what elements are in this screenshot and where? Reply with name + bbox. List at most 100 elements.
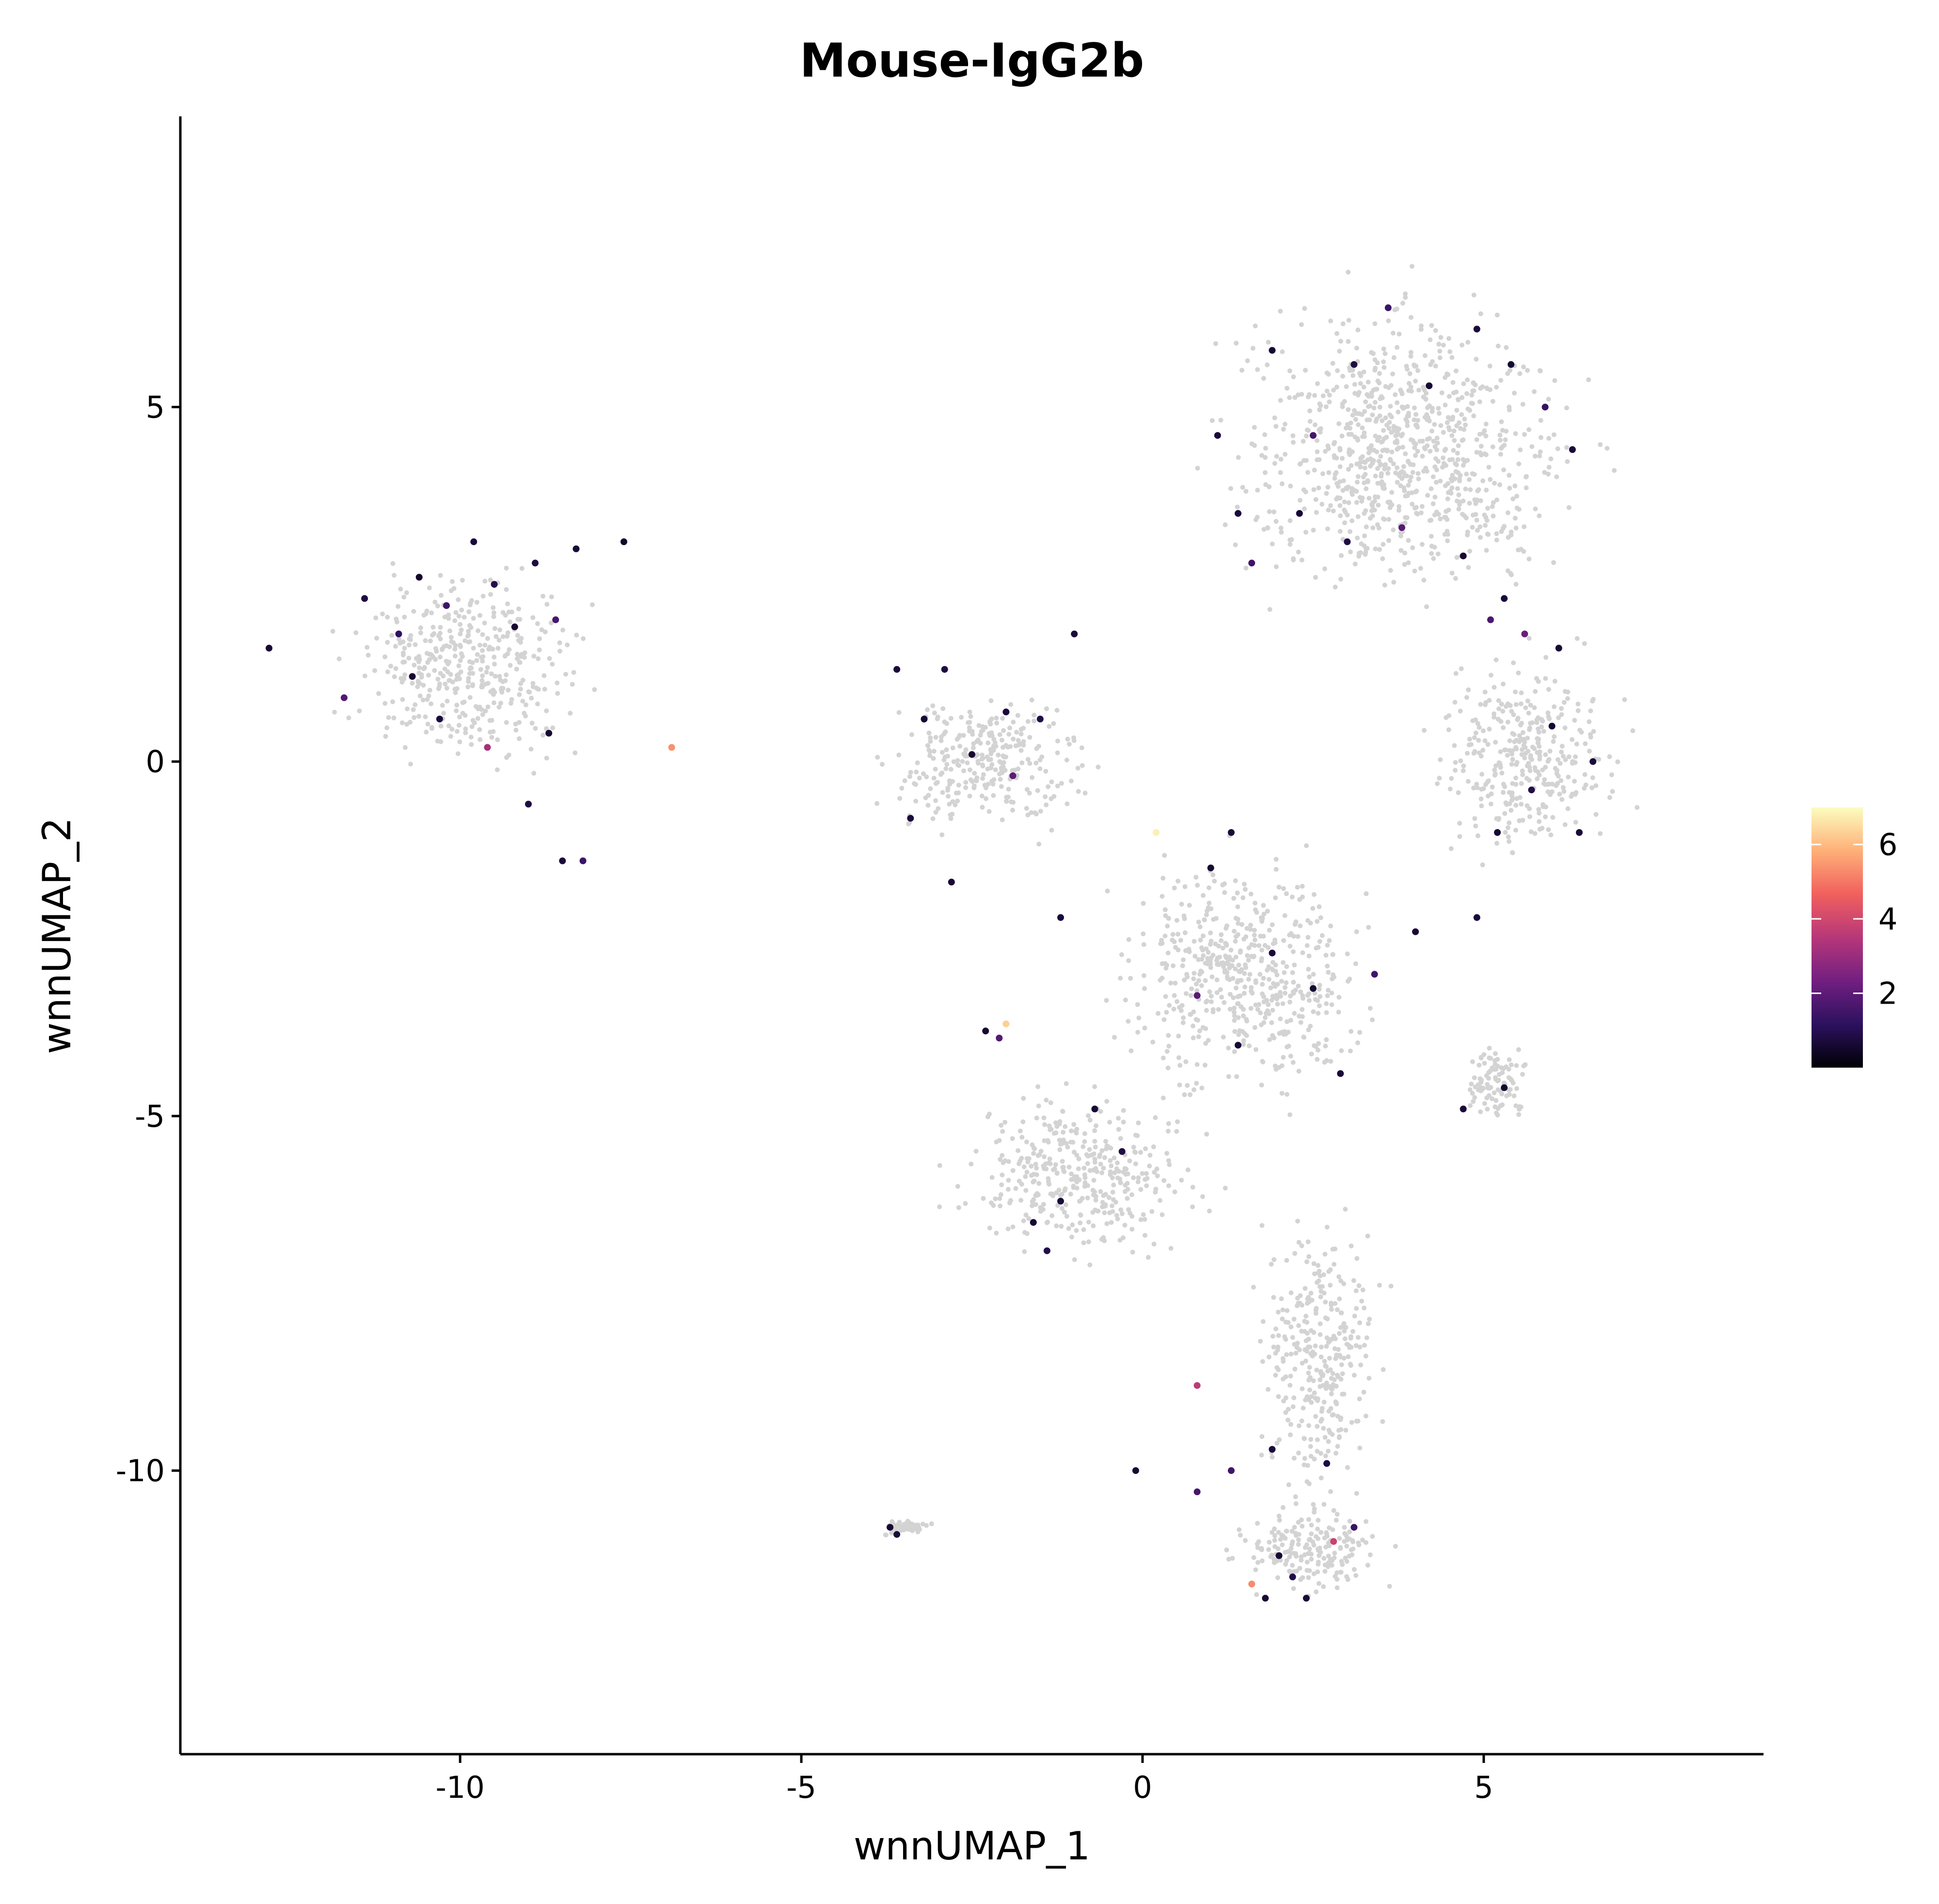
- background-point-2: [1422, 353, 1428, 358]
- background-point-7: [1304, 1559, 1310, 1565]
- background-point-7: [1335, 1512, 1340, 1517]
- background-point-1: [1068, 778, 1074, 784]
- background-point-4: [1330, 952, 1335, 957]
- background-point-4: [1291, 991, 1296, 996]
- background-point-0: [407, 636, 412, 641]
- background-point-2: [1415, 512, 1420, 517]
- background-point-5: [1059, 1206, 1065, 1211]
- background-point-5: [1104, 1221, 1110, 1226]
- background-point-3: [1513, 802, 1519, 808]
- background-point-6: [1296, 1450, 1301, 1456]
- background-point-2: [1499, 419, 1504, 424]
- background-point-6: [1328, 1267, 1333, 1272]
- background-point-3: [1562, 725, 1568, 731]
- background-point-2: [1384, 434, 1389, 440]
- background-point-0: [539, 627, 544, 632]
- background-point-3: [1609, 772, 1614, 777]
- background-point-3: [1446, 727, 1451, 733]
- background-point-2: [1454, 408, 1460, 413]
- background-point-4: [1196, 919, 1201, 925]
- background-point-6: [1362, 1305, 1367, 1311]
- background-point-2: [1364, 524, 1369, 529]
- background-point-4: [1357, 1030, 1362, 1035]
- background-point-4: [1123, 997, 1128, 1003]
- background-point-4: [1135, 1002, 1140, 1007]
- x-tick-label: -5: [786, 1770, 816, 1805]
- background-point-0: [385, 669, 390, 674]
- background-point-2: [1518, 546, 1524, 552]
- background-point-1: [943, 766, 949, 771]
- background-point-4: [1160, 1056, 1166, 1061]
- background-point-1: [985, 754, 990, 760]
- background-point-4: [1317, 904, 1322, 910]
- highlighted-point: [1193, 1382, 1201, 1389]
- background-point-6: [1280, 1316, 1285, 1322]
- background-point-0: [447, 678, 452, 683]
- background-point-2: [1514, 494, 1519, 499]
- background-point-5: [956, 1205, 961, 1210]
- background-point-2: [1396, 508, 1401, 513]
- background-point-0: [498, 677, 503, 683]
- background-point-3: [1552, 734, 1557, 739]
- background-point-0: [384, 725, 390, 731]
- background-point-1: [1015, 713, 1020, 718]
- background-point-4: [1240, 895, 1246, 900]
- background-point-3: [1516, 671, 1521, 675]
- background-point-0: [437, 681, 442, 687]
- background-point-3: [1573, 819, 1578, 825]
- background-point-2: [1478, 535, 1483, 540]
- background-point-4: [1330, 972, 1335, 977]
- background-point-6: [1258, 1339, 1263, 1344]
- background-point-0: [515, 656, 520, 661]
- background-point-2: [1377, 434, 1382, 440]
- background-point-0: [516, 606, 522, 611]
- background-point-2: [1351, 408, 1357, 413]
- background-point-1: [961, 752, 967, 757]
- background-point-2: [1447, 427, 1452, 432]
- background-point-2: [1415, 471, 1421, 476]
- background-point-0: [412, 715, 417, 720]
- background-point-1: [899, 785, 905, 791]
- background-point-7: [1255, 1520, 1260, 1526]
- background-point-1: [944, 721, 949, 726]
- background-point-0: [418, 625, 423, 630]
- background-point-4: [1226, 1045, 1231, 1051]
- background-point-6: [1271, 1257, 1277, 1262]
- background-point-1: [933, 798, 938, 803]
- background-point-5: [1091, 1223, 1096, 1229]
- background-point-2: [1355, 474, 1361, 479]
- background-point-2: [1408, 315, 1414, 320]
- background-point-1: [994, 715, 999, 720]
- background-point-3: [1438, 757, 1443, 762]
- background-point-4: [1201, 953, 1206, 958]
- background-point-0: [505, 601, 510, 607]
- background-point-4: [1204, 1008, 1209, 1013]
- background-point-3: [1562, 689, 1568, 694]
- background-point-1: [970, 745, 976, 751]
- background-point-2: [1404, 364, 1409, 369]
- background-point-5: [1042, 1166, 1047, 1171]
- background-point-4: [1223, 953, 1228, 959]
- background-point-0: [451, 586, 457, 591]
- background-point-2: [1451, 448, 1456, 453]
- background-point-2: [1490, 504, 1495, 509]
- background-point-4: [1201, 933, 1206, 939]
- background-point-2: [1339, 553, 1344, 558]
- background-point-2: [1446, 336, 1451, 341]
- background-point-6: [1300, 1386, 1305, 1392]
- background-point-2: [1361, 369, 1367, 375]
- background-point-0: [330, 629, 335, 634]
- background-point-4: [1192, 939, 1197, 944]
- x-tick-label: 0: [1133, 1770, 1152, 1805]
- background-point-2: [1267, 484, 1272, 489]
- highlighted-point: [1057, 1198, 1064, 1205]
- background-point-1: [902, 778, 907, 784]
- background-point-0: [470, 660, 475, 665]
- background-point-3: [1458, 708, 1463, 714]
- background-point-4: [1222, 968, 1227, 973]
- background-point-0: [592, 687, 597, 692]
- background-point-7: [1322, 1568, 1328, 1574]
- background-point-3: [1452, 768, 1458, 773]
- background-point-2: [1453, 368, 1459, 373]
- background-point-4: [1317, 1003, 1322, 1008]
